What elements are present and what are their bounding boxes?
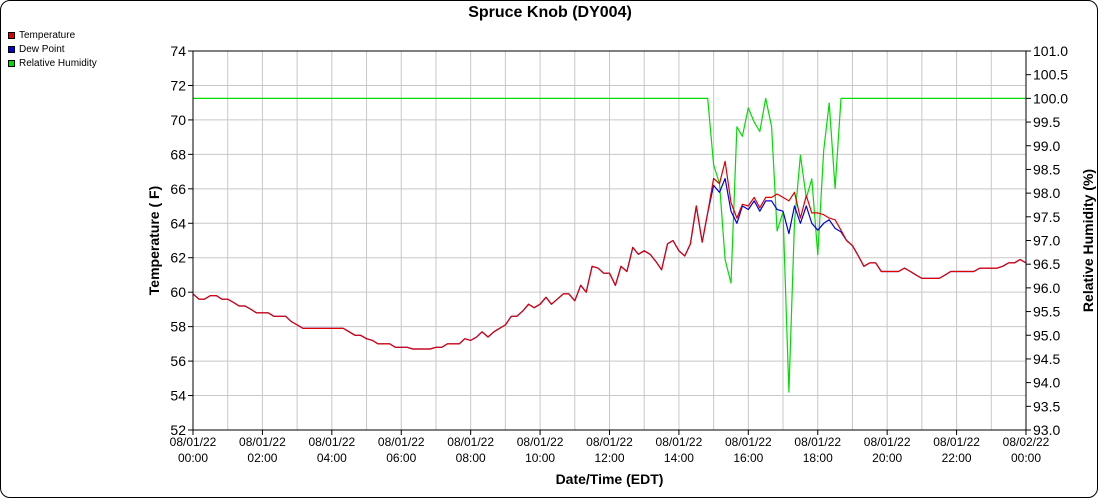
x-tick-time: 12:00 — [594, 451, 624, 465]
x-tick-time: 04:00 — [317, 451, 347, 465]
x-tick-date: 08/02/22 — [1003, 435, 1050, 449]
x-axis-ticks: 08/01/22 00:00 08/01/22 02:00 08/01/22 04:00 0… — [170, 430, 1050, 465]
y-tick-label: 72 — [170, 77, 186, 93]
x-tick-date: 08/01/22 — [933, 435, 980, 449]
y-tick-label: 70 — [170, 112, 186, 128]
x-tick-time: 00:00 — [1011, 451, 1041, 465]
y-tick-label: 66 — [170, 181, 186, 197]
x-tick-time: 16:00 — [733, 451, 763, 465]
y2-tick-label: 98.5 — [1033, 161, 1060, 177]
series-line-temperature — [192, 160, 1027, 350]
series-lines — [192, 97, 1027, 393]
chart-title: Spruce Knob (DY004) — [468, 4, 632, 21]
y2-tick-label: 94.0 — [1033, 375, 1060, 391]
y2-tick-label: 95.0 — [1033, 327, 1060, 343]
x-tick-time: 22:00 — [942, 451, 972, 465]
y2-tick-label: 93.5 — [1033, 398, 1060, 414]
y-tick-label: 56 — [170, 353, 186, 369]
x-tick-date: 08/01/22 — [170, 435, 217, 449]
x-tick-time: 08:00 — [456, 451, 486, 465]
y-axis-label: Temperature ( F) — [146, 186, 162, 295]
x-tick-date: 08/01/22 — [725, 435, 772, 449]
series-line-relative-humidity — [193, 97, 1026, 393]
x-tick-time: 00:00 — [178, 451, 208, 465]
y-tick-label: 58 — [170, 319, 186, 335]
legend-swatch-dew-point — [8, 45, 15, 53]
legend-item-relative-humidity: Relative Humidity — [8, 56, 97, 70]
legend-label-dew-point: Dew Point — [19, 43, 65, 55]
y-tick-label: 74 — [170, 43, 186, 59]
x-tick-date: 08/01/22 — [308, 435, 355, 449]
y2-axis-ticks: 93.0 93.5 94.0 94.5 95.0 95.5 96.0 96.5 97.0 97.5… — [1026, 43, 1068, 438]
y2-tick-label: 101.0 — [1033, 43, 1068, 59]
y2-tick-label: 99.0 — [1033, 138, 1060, 154]
y-tick-label: 62 — [170, 250, 186, 266]
y2-axis-label: Relative Humidity (%) — [1080, 169, 1096, 312]
y-tick-label: 64 — [170, 215, 186, 231]
x-tick-time: 18:00 — [803, 451, 833, 465]
x-tick-date: 08/01/22 — [447, 435, 494, 449]
y2-tick-label: 100.0 — [1033, 90, 1068, 106]
x-tick-time: 14:00 — [664, 451, 694, 465]
y-tick-label: 54 — [170, 388, 186, 404]
x-tick-time: 02:00 — [247, 451, 277, 465]
legend-swatch-relative-humidity — [8, 59, 15, 67]
legend-item-dew-point: Dew Point — [8, 42, 97, 56]
x-tick-time: 06:00 — [386, 451, 416, 465]
x-tick-date: 08/01/22 — [239, 435, 286, 449]
x-tick-time: 20:00 — [872, 451, 902, 465]
y2-tick-label: 98.0 — [1033, 185, 1060, 201]
y2-tick-label: 97.5 — [1033, 209, 1060, 225]
x-tick-date: 08/01/22 — [656, 435, 703, 449]
y-tick-label: 60 — [170, 284, 186, 300]
y2-tick-label: 96.0 — [1033, 280, 1060, 296]
x-tick-date: 08/01/22 — [378, 435, 425, 449]
y2-tick-label: 100.5 — [1033, 67, 1068, 83]
legend-item-temperature: Temperature — [8, 28, 97, 42]
grid-lines — [193, 51, 1026, 430]
legend: Temperature Dew Point Relative Humidity — [8, 28, 97, 70]
x-tick-date: 08/01/22 — [586, 435, 633, 449]
y2-tick-label: 95.5 — [1033, 304, 1060, 320]
x-tick-time: 10:00 — [525, 451, 555, 465]
legend-label-relative-humidity: Relative Humidity — [19, 57, 97, 69]
y2-tick-label: 93.0 — [1033, 422, 1060, 438]
y-tick-label: 68 — [170, 146, 186, 162]
legend-swatch-temperature — [8, 31, 15, 39]
x-tick-date: 08/01/22 — [517, 435, 564, 449]
y-tick-label: 52 — [170, 422, 186, 438]
y-axis-ticks: 52 54 56 58 60 62 64 66 68 70 72 74 — [170, 43, 193, 438]
y2-tick-label: 94.5 — [1033, 351, 1060, 367]
x-tick-date: 08/01/22 — [794, 435, 841, 449]
y2-tick-label: 97.0 — [1033, 233, 1060, 249]
x-tick-date: 08/01/22 — [864, 435, 911, 449]
y2-tick-label: 96.5 — [1033, 256, 1060, 272]
legend-label-temperature: Temperature — [19, 29, 76, 41]
y2-tick-label: 99.5 — [1033, 114, 1060, 130]
x-axis-label: Date/Time (EDT) — [556, 471, 664, 487]
